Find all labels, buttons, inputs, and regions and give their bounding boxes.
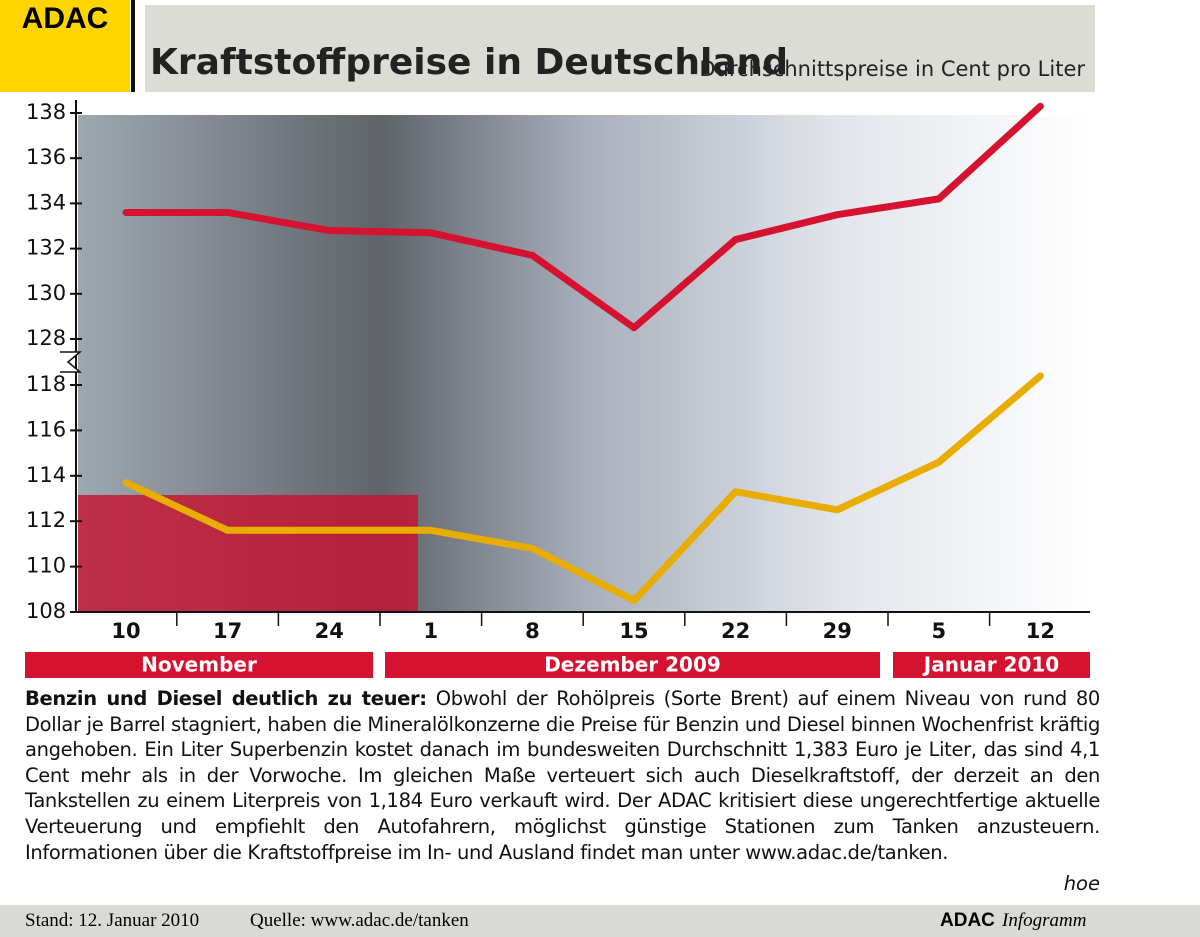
y-tick-label: 118 [26,372,66,396]
x-tick-label: 8 [525,619,540,643]
author: hoe [1063,872,1100,895]
x-tick-label: 15 [619,619,648,643]
chart: ADAC Kraftstoffpreise in Deutschland Dur… [0,0,1095,678]
data-line [122,372,1044,605]
data-line [122,102,1044,332]
y-tick-label: 112 [26,508,66,532]
month-band [893,652,1090,678]
y-tick-label: 138 [26,100,66,124]
chart-title: Kraftstoffpreise in Deutschland [150,42,788,83]
footer-product: Infogramm [1002,910,1087,931]
body: Obwohl der Rohölpreis (Sorte Brent) auf … [25,687,1100,864]
y-tick-label: 116 [26,417,66,441]
month-label: Dezember 2009 [544,653,721,677]
footer-brand: ADAC [940,910,995,931]
title-bar [145,5,1095,92]
y-tick-label: 128 [26,326,66,350]
y-tick-label: 134 [26,190,66,214]
month-label: November [141,653,257,677]
x-tick-label: 12 [1026,619,1055,643]
date: Stand: 12. Januar 2010 [25,910,200,931]
month-band [25,652,373,678]
brand-box [0,0,130,92]
paragraph: Benzin und Diesel deutlich zu teuer: Obw… [25,686,1100,865]
chart-subtitle: Durchschnittspreise in Cent pro Liter [699,57,1085,81]
x-tick-label: 24 [315,619,344,643]
y-tick-label: 110 [26,554,66,578]
y-tick-label: 108 [26,599,66,623]
x-tick-label: 5 [931,619,946,643]
axis-break [60,351,83,373]
month-band [385,652,880,678]
y-tick-label: 114 [26,463,66,487]
brand: ADAC [22,2,109,35]
y-tick-label: 132 [26,236,66,260]
x-tick-label: 29 [823,619,852,643]
y-tick-label: 136 [26,145,66,169]
x-tick-label: 17 [213,619,242,643]
x-tick-label: 10 [111,619,140,643]
month-label: Januar 2010 [922,653,1059,677]
divider [131,0,135,92]
y-tick-label: 130 [26,281,66,305]
background-photo-red [78,495,418,612]
footer: Stand: 12. Januar 2010 Quelle: www.adac.… [0,905,1200,937]
x-tick-label: 1 [423,619,438,643]
source: Quelle: www.adac.de/tanken [250,910,469,931]
lead: Benzin und Diesel deutlich zu teuer: [25,687,427,710]
x-tick-label: 22 [721,619,750,643]
